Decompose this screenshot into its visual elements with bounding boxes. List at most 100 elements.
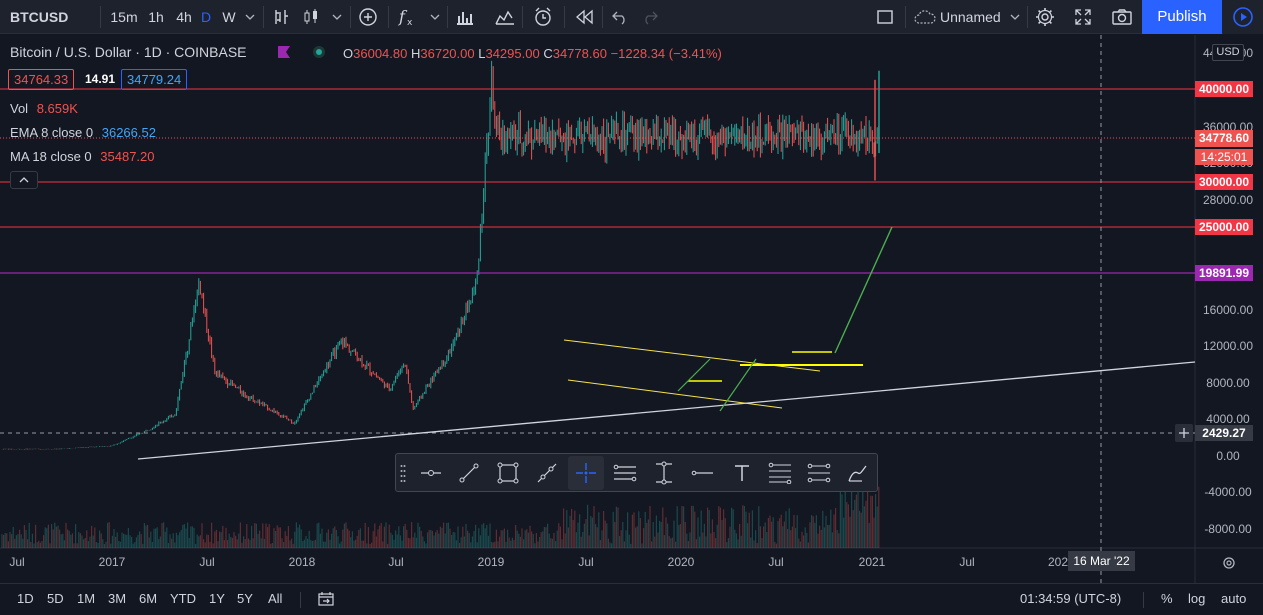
volume-bar [230, 537, 232, 548]
buy-price-box[interactable]: 34779.24 [121, 69, 188, 90]
clock-time[interactable]: 01:34:59 (UTC-8) [1020, 591, 1122, 606]
trend-green-2[interactable] [719, 358, 757, 412]
symbol-search-button[interactable]: BTCUSD [10, 9, 69, 25]
volume-bar [193, 527, 195, 548]
volume-bar [303, 539, 305, 548]
ma-legend[interactable]: MA 18 close 0 35487.20 [10, 149, 155, 164]
volume-bar [137, 534, 139, 548]
chevron-down-icon[interactable] [428, 0, 442, 34]
fib-retracement-tool-icon[interactable] [762, 456, 798, 490]
volume-bar [603, 511, 605, 548]
brush-tool-icon[interactable] [840, 456, 876, 490]
expand-icon[interactable] [1070, 0, 1096, 34]
collapse-legend-button[interactable] [10, 171, 38, 189]
range-5d-button[interactable]: 5D [47, 591, 64, 606]
log-scale-button[interactable]: log [1188, 591, 1206, 606]
publish-button[interactable]: Publish [1142, 0, 1222, 34]
interval-4h-button[interactable]: 4h [176, 9, 192, 25]
axis-settings-gear-icon[interactable] [1223, 557, 1235, 569]
range-1m-button[interactable]: 1M [77, 591, 96, 606]
range-6m-button[interactable]: 6M [139, 591, 158, 606]
percent-scale-button[interactable]: % [1161, 591, 1173, 606]
drag-handle-icon[interactable] [400, 464, 406, 485]
parallel-channel-tool-icon[interactable] [607, 456, 643, 490]
interval-w-button[interactable]: W [222, 9, 236, 25]
play-icon[interactable] [1223, 0, 1263, 34]
currency-button[interactable]: USD [1212, 44, 1244, 61]
horizontal-ray-tool-icon[interactable] [413, 456, 449, 490]
undo-icon[interactable] [608, 0, 632, 34]
volume-bar [46, 528, 48, 548]
candles-icon[interactable] [300, 0, 322, 34]
volume-bar [78, 532, 80, 548]
trendline-white[interactable] [137, 361, 1196, 460]
volume-bar [430, 529, 432, 548]
cross-line-tool-icon[interactable] [568, 456, 604, 490]
horizontal-line-tool-icon[interactable] [685, 456, 721, 490]
alert-clock-icon[interactable] [530, 0, 556, 34]
volume-bar [116, 532, 118, 548]
fib-extension-tool-icon[interactable] [801, 456, 837, 490]
volume-bar [68, 530, 70, 548]
financials-icon[interactable] [453, 0, 477, 34]
go-to-date-icon[interactable] [317, 584, 335, 614]
volume-bar [291, 538, 293, 548]
crosshair-plus-icon[interactable] [1175, 424, 1193, 442]
volume-bar [211, 522, 213, 548]
range-1y-button[interactable]: 1Y [209, 591, 225, 606]
auto-scale-button[interactable]: auto [1221, 591, 1247, 606]
volume-bar [393, 539, 395, 548]
range-ytd-button[interactable]: YTD [170, 591, 196, 606]
current-price-label: 34778.60 [1195, 130, 1253, 147]
price-range-tool-icon[interactable] [646, 456, 682, 490]
trend-green-3[interactable] [834, 226, 893, 354]
trendline-tool-icon[interactable] [451, 456, 487, 490]
volume-bar [233, 532, 235, 548]
sell-price-box[interactable]: 34764.33 [8, 69, 75, 90]
text-tool-icon[interactable] [724, 456, 760, 490]
volume-bar [433, 535, 435, 548]
redo-icon[interactable] [638, 0, 662, 34]
volume-bar [657, 532, 659, 548]
interval-1h-button[interactable]: 1h [148, 9, 164, 25]
replay-icon[interactable] [572, 0, 596, 34]
layout-name-button[interactable]: Unnamed [940, 9, 1001, 25]
range-5y-button[interactable]: 5Y [237, 591, 253, 606]
flag-icon[interactable] [278, 46, 290, 61]
templates-icon[interactable] [493, 0, 517, 34]
range-all-button[interactable]: All [268, 591, 283, 606]
camera-icon[interactable] [1108, 0, 1136, 34]
range-3m-button[interactable]: 3M [108, 591, 127, 606]
volume-bar [703, 523, 705, 548]
chevron-down-icon[interactable] [330, 0, 344, 34]
volume-bar [350, 537, 352, 548]
volume-bar [721, 520, 723, 548]
volume-bar [337, 536, 339, 548]
bar-chart-style-icon[interactable] [270, 0, 292, 34]
interval-15m-button[interactable]: 15m [110, 9, 138, 25]
price-chart[interactable] [0, 35, 1263, 583]
volume-bar [422, 536, 424, 548]
volume-bar [30, 542, 32, 548]
rectangle-tool-icon[interactable] [490, 456, 526, 490]
volume-legend[interactable]: Vol 8.659K [10, 101, 78, 116]
volume-bar [281, 538, 283, 548]
interval-d-button[interactable]: D [200, 9, 212, 25]
fullscreen-square-icon[interactable] [873, 0, 897, 34]
range-1d-button[interactable]: 1D [17, 591, 34, 606]
chevron-down-icon[interactable] [1008, 0, 1022, 34]
volume-bar [750, 537, 752, 548]
gear-icon[interactable] [1032, 0, 1058, 34]
trend-green-1[interactable] [677, 358, 711, 392]
volume-bar [75, 524, 77, 548]
compare-plus-icon[interactable] [356, 0, 380, 34]
chevron-down-icon[interactable] [243, 0, 257, 34]
volume-bar [665, 517, 667, 548]
extended-line-tool-icon[interactable] [529, 456, 565, 490]
ema-legend[interactable]: EMA 8 close 0 36266.52 [10, 125, 156, 140]
volume-bar [759, 526, 761, 548]
legend-title[interactable]: Bitcoin / U.S. Dollar · 1D · COINBASE [10, 44, 247, 60]
volume-bar [57, 525, 59, 548]
channel-bottom-yellow[interactable] [567, 379, 783, 409]
